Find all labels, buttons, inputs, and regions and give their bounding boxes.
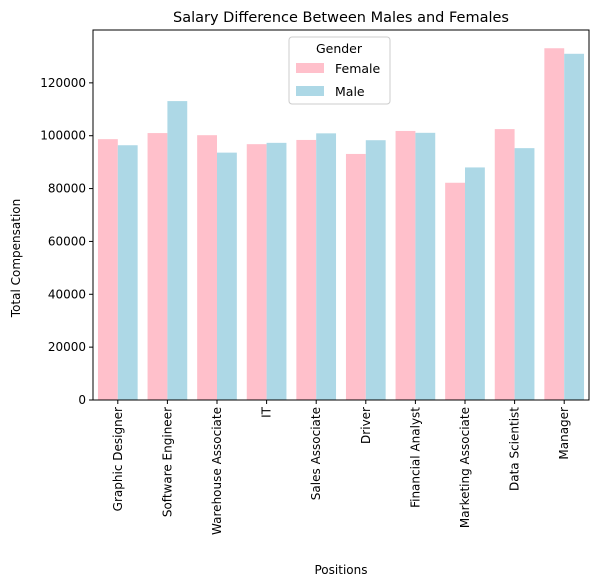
bar-male-4 [316, 133, 337, 400]
x-axis-label: Positions [315, 563, 368, 577]
y-tick-label: 40000 [48, 287, 86, 301]
y-tick-label: 0 [78, 393, 86, 407]
bar-male-0 [117, 145, 138, 400]
x-tick-label: Graphic Designer [111, 407, 125, 511]
bar-female-3 [246, 144, 267, 400]
x-tick-label: IT [260, 406, 274, 418]
bar-female-9 [544, 48, 565, 401]
bar-female-7 [445, 182, 465, 400]
y-axis-label: Total Compensation [9, 199, 23, 318]
legend-title: Gender [316, 41, 363, 56]
legend-swatch-female [296, 63, 324, 73]
bar-male-6 [415, 132, 436, 400]
x-tick-label: Manager [557, 407, 571, 460]
x-tick-label: Sales Associate [309, 407, 323, 500]
y-axis: 0 20000 40000 60000 80000 100000 120000 [40, 76, 93, 407]
legend-swatch-male [296, 86, 324, 96]
x-tick-label: Marketing Associate [458, 407, 472, 528]
x-axis: Graphic Designer Software Engineer Warehou… [111, 400, 571, 535]
bar-male-5 [365, 140, 386, 400]
bar-male-1 [167, 101, 188, 400]
bar-male-7 [465, 167, 485, 400]
bar-male-3 [266, 142, 287, 400]
legend-label-female: Female [335, 61, 381, 76]
x-tick-label: Data Scientist [508, 407, 522, 491]
chart-title: Salary Difference Between Males and Fema… [173, 10, 509, 26]
bar-female-5 [345, 153, 366, 400]
bar-female-0 [97, 139, 118, 400]
x-tick-label: Financial Analyst [408, 407, 422, 508]
bar-male-2 [217, 152, 237, 400]
plot-frame [92, 29, 590, 401]
y-tick-label: 120000 [40, 76, 86, 90]
y-tick-label: 100000 [40, 129, 86, 143]
bar-female-8 [494, 129, 515, 401]
legend: Gender Female Male [288, 36, 391, 105]
bar-male-9 [564, 53, 585, 400]
legend-label-male: Male [335, 84, 365, 99]
x-tick-label: Driver [359, 407, 373, 444]
y-tick-label: 20000 [48, 340, 86, 354]
bar-female-4 [296, 139, 317, 400]
x-tick-label: Software Engineer [160, 407, 174, 517]
bar-male-8 [514, 148, 535, 400]
plot-area [92, 29, 590, 401]
bar-female-1 [147, 133, 168, 400]
bar-female-2 [197, 135, 217, 400]
x-tick-label: Warehouse Associate [210, 407, 224, 535]
bar-female-6 [395, 130, 416, 400]
y-tick-label: 80000 [48, 182, 86, 196]
y-tick-label: 60000 [48, 234, 86, 248]
